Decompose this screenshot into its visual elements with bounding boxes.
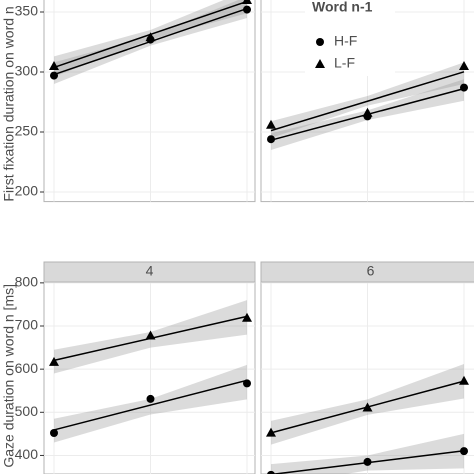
y-tick-label: 200: [15, 183, 39, 199]
y-axis-label: First fixation duration on word n: [1, 6, 17, 201]
point: [242, 312, 252, 322]
point: [267, 470, 275, 474]
legend-label: L-F: [334, 55, 355, 71]
fit-line: [270, 71, 465, 132]
y-tick-label: 350: [15, 3, 39, 19]
point: [146, 394, 155, 403]
point: [145, 330, 156, 340]
point: [242, 0, 252, 4]
point: [243, 379, 251, 388]
y-tick-label: 300: [15, 63, 39, 79]
point: [266, 119, 276, 129]
strip-label: 4: [146, 263, 154, 279]
point: [49, 61, 59, 70]
y-tick-label: 500: [15, 403, 39, 419]
point: [460, 447, 468, 456]
point: [50, 71, 58, 80]
point: [362, 107, 373, 117]
point: [243, 5, 251, 14]
point: [459, 61, 469, 70]
point: [362, 402, 373, 412]
point: [363, 457, 372, 466]
point: [266, 427, 276, 437]
legend-marker: [316, 38, 324, 46]
legend-label: H-F: [334, 33, 357, 49]
strip: [260, 261, 474, 283]
y-tick-label: 600: [15, 360, 39, 376]
y-tick-label: 700: [15, 317, 39, 333]
y-tick-label: 250: [15, 123, 39, 139]
point: [50, 429, 58, 438]
y-tick-label: 800: [15, 274, 39, 290]
point: [267, 135, 275, 144]
ribbon: [271, 62, 464, 138]
panel: [43, 0, 256, 203]
fit-line: [53, 379, 248, 431]
point: [145, 32, 156, 42]
ribbon: [271, 433, 464, 474]
y-tick-label: 400: [15, 446, 39, 462]
point: [459, 375, 469, 385]
panel: [43, 271, 256, 474]
legend-title: Word n-1: [312, 0, 373, 15]
point: [460, 83, 468, 92]
legend-marker: [315, 59, 325, 68]
strip-label: 6: [367, 263, 375, 279]
y-axis-label: Gaze duration on word n [ms]: [1, 284, 17, 468]
strip: [43, 261, 256, 283]
ribbon: [54, 364, 247, 443]
point: [49, 356, 59, 366]
legend: Word n-1 H-F L-F: [305, 0, 395, 76]
